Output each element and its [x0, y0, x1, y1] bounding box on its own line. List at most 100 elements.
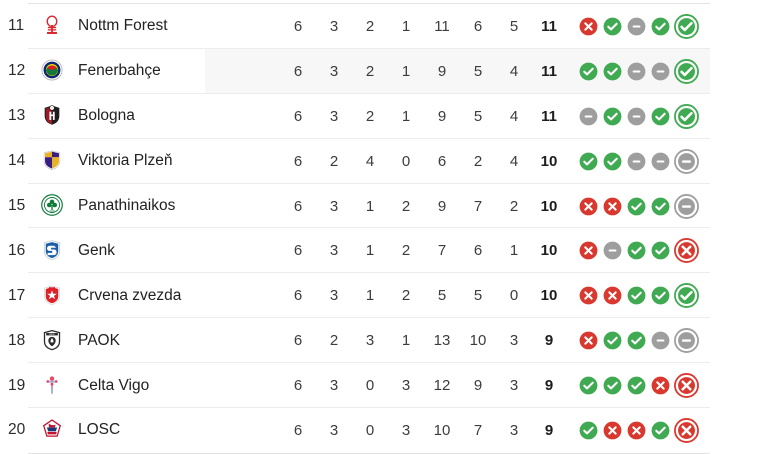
row-stat-ga: 2 — [473, 152, 483, 170]
row-form-guide — [578, 13, 710, 39]
viktoria-plzen-crest — [36, 149, 68, 173]
form-loss-icon[interactable] — [578, 196, 599, 217]
form-win-icon[interactable] — [650, 196, 671, 217]
row-stat-points: 11 — [541, 62, 557, 80]
table-row[interactable]: 20 LOSC 6 3 0 3 10 7 3 9 — [0, 408, 710, 453]
row-stat-d: 0 — [365, 377, 375, 395]
form-draw-icon[interactable] — [578, 106, 599, 127]
row-stat-l: 1 — [401, 332, 411, 350]
form-win-icon[interactable] — [578, 420, 599, 441]
row-stat-l: 2 — [401, 242, 411, 260]
table-row[interactable]: 15 1908 Panathinaikos 6 3 1 2 9 7 2 10 — [0, 183, 710, 229]
form-win-icon[interactable] — [674, 13, 699, 39]
row-stat-w: 3 — [329, 377, 339, 395]
table-row[interactable]: 11 Nottm Forest 6 3 2 1 11 6 5 11 — [0, 4, 710, 49]
form-win-icon[interactable] — [626, 375, 647, 396]
form-draw-icon[interactable] — [650, 151, 671, 172]
row-stat-gf: 13 — [433, 332, 451, 350]
form-draw-icon[interactable] — [602, 240, 623, 261]
form-loss-icon[interactable] — [578, 330, 599, 351]
row-team-name[interactable]: Crvena zvezda — [78, 286, 182, 304]
form-draw-icon[interactable] — [626, 106, 647, 127]
row-rank: 15 — [8, 197, 26, 214]
row-team-name[interactable]: Bologna — [78, 107, 135, 125]
form-loss-icon[interactable] — [674, 418, 699, 443]
row-rank: 12 — [8, 62, 26, 80]
row-stat-points: 9 — [544, 377, 554, 395]
form-draw-icon[interactable] — [626, 151, 647, 172]
form-win-icon[interactable] — [626, 330, 647, 351]
form-win-icon[interactable] — [626, 240, 647, 261]
row-stat-mp: 6 — [293, 332, 303, 350]
row-team-name[interactable]: Viktoria Plzeň — [78, 152, 173, 170]
form-win-icon[interactable] — [602, 151, 623, 172]
table-row[interactable]: 13 Bologna 6 3 2 1 9 5 4 11 — [0, 93, 710, 139]
form-loss-icon[interactable] — [602, 420, 623, 441]
form-win-icon[interactable] — [650, 285, 671, 306]
form-win-icon[interactable] — [626, 196, 647, 217]
row-team-name[interactable]: LOSC — [78, 421, 121, 439]
table-row[interactable]: 17 Crvena zvezda 6 3 1 2 5 5 0 10 — [0, 273, 710, 319]
panathinaikos-crest: 1908 — [36, 194, 68, 218]
form-loss-icon[interactable] — [626, 420, 647, 441]
form-win-icon[interactable] — [602, 106, 623, 127]
row-team-name[interactable]: Genk — [78, 241, 116, 259]
row-stat-points: 9 — [544, 332, 554, 350]
row-stat-l: 1 — [401, 62, 411, 80]
row-team-name[interactable]: Nottm Forest — [78, 17, 168, 35]
form-win-icon[interactable] — [602, 375, 623, 396]
form-draw-icon[interactable] — [650, 61, 671, 82]
table-row[interactable]: 19 Celta Vigo 6 3 0 3 12 9 3 9 — [0, 363, 710, 409]
table-row[interactable]: 16 Genk 6 3 1 2 7 6 1 10 — [0, 228, 710, 274]
bologna-crest — [36, 104, 68, 128]
form-win-icon[interactable] — [602, 61, 623, 82]
form-win-icon[interactable] — [650, 106, 671, 127]
row-rank: 14 — [8, 152, 26, 170]
form-loss-icon[interactable] — [578, 285, 599, 306]
row-stat-ga: 5 — [473, 107, 483, 125]
form-win-icon[interactable] — [674, 103, 699, 129]
row-stat-l: 1 — [401, 17, 411, 35]
row-stat-l: 3 — [401, 377, 411, 395]
form-draw-icon[interactable] — [674, 328, 699, 354]
form-loss-icon[interactable] — [578, 16, 599, 37]
table-row[interactable]: 14 Viktoria Plzeň 6 2 4 0 6 2 4 10 — [0, 138, 710, 184]
form-win-icon[interactable] — [578, 61, 599, 82]
row-team-name[interactable]: Fenerbahçe — [78, 62, 161, 80]
form-loss-icon[interactable] — [650, 375, 671, 396]
table-row[interactable]: 12 Fenerbahçe 6 3 2 1 9 5 4 11 — [0, 48, 710, 94]
row-stat-gf: 12 — [433, 377, 451, 395]
form-draw-icon[interactable] — [674, 193, 699, 219]
form-draw-icon[interactable] — [650, 330, 671, 351]
row-stat-d: 2 — [365, 17, 375, 35]
row-team-name[interactable]: Celta Vigo — [78, 376, 150, 394]
form-win-icon[interactable] — [650, 240, 671, 261]
row-stat-ga: 7 — [473, 421, 483, 439]
form-win-icon[interactable] — [578, 375, 599, 396]
form-draw-icon[interactable] — [674, 148, 699, 174]
form-draw-icon[interactable] — [626, 16, 647, 37]
table-row[interactable]: 18 PAOK PAOK 6 2 3 1 13 10 3 9 — [0, 318, 710, 364]
form-win-icon[interactable] — [602, 330, 623, 351]
form-loss-icon[interactable] — [578, 240, 599, 261]
form-draw-icon[interactable] — [626, 61, 647, 82]
row-divider — [28, 362, 710, 364]
form-win-icon[interactable] — [674, 283, 699, 309]
form-loss-icon[interactable] — [602, 285, 623, 306]
form-win-icon[interactable] — [650, 420, 671, 441]
row-team-name[interactable]: Panathinaikos — [78, 197, 176, 214]
form-win-icon[interactable] — [674, 58, 699, 84]
form-loss-icon[interactable] — [674, 373, 699, 399]
form-win-icon[interactable] — [578, 151, 599, 172]
row-stat-gd: 3 — [509, 377, 519, 395]
paok-crest: PAOK — [36, 329, 68, 353]
form-win-icon[interactable] — [602, 16, 623, 37]
form-win-icon[interactable] — [650, 16, 671, 37]
row-stat-d: 1 — [365, 287, 375, 305]
row-stat-points: 9 — [544, 421, 554, 439]
form-loss-icon[interactable] — [674, 238, 699, 264]
row-form-guide — [578, 418, 710, 443]
row-team-name[interactable]: PAOK — [78, 331, 120, 349]
form-win-icon[interactable] — [626, 285, 647, 306]
form-loss-icon[interactable] — [602, 196, 623, 217]
